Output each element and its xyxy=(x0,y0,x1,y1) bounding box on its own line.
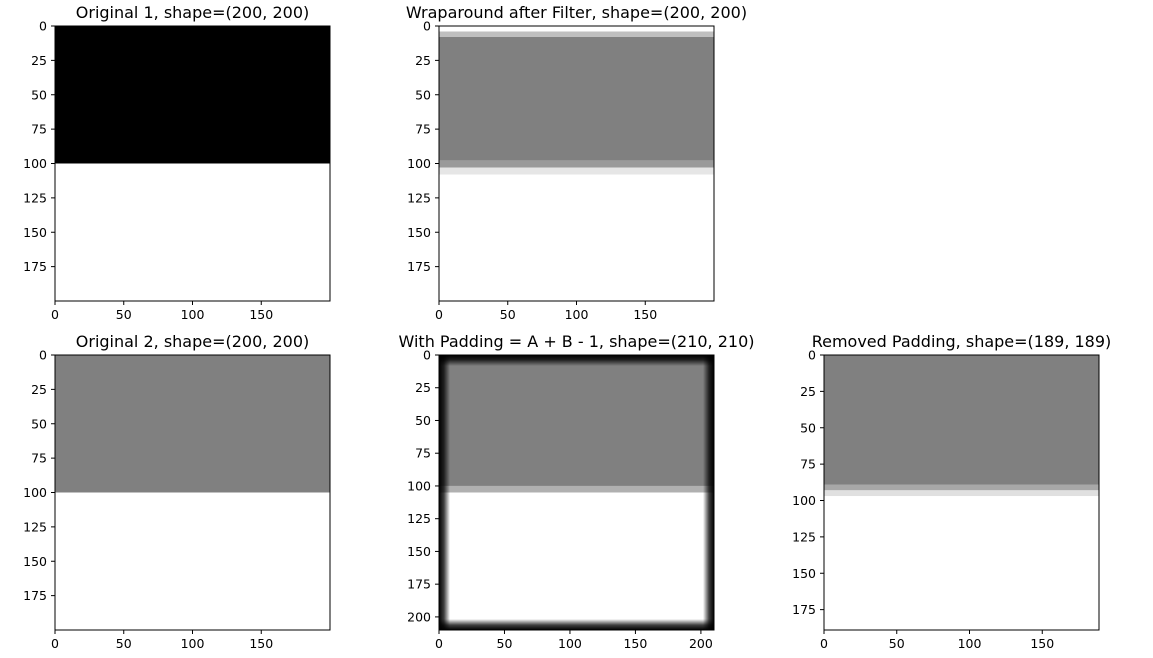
x-tick-label: 0 xyxy=(435,636,443,651)
x-tick-label: 0 xyxy=(435,307,443,322)
x-tick-label: 150 xyxy=(249,307,273,322)
chart-title: Original 1, shape=(200, 200) xyxy=(76,3,309,22)
image-band xyxy=(55,26,330,164)
y-tick-label: 50 xyxy=(31,87,47,102)
y-tick-label: 175 xyxy=(407,577,431,592)
x-tick-label: 150 xyxy=(633,307,657,322)
image-band xyxy=(439,160,714,168)
image-band xyxy=(439,485,714,493)
y-tick-label: 25 xyxy=(31,382,47,397)
y-tick-label: 150 xyxy=(23,554,47,569)
x-tick-label: 100 xyxy=(181,636,205,651)
axes-frame xyxy=(823,354,1100,631)
y-tick-label: 25 xyxy=(415,380,431,395)
y-tick-label: 75 xyxy=(415,446,431,461)
subplot-1: Original 1, shape=(200, 200) 0 50 100 150 0 25… xyxy=(23,3,331,322)
image-band xyxy=(439,31,714,37)
y-tick-label: 125 xyxy=(407,190,431,205)
y-tick-label: 100 xyxy=(407,478,431,493)
y-tick-label: 100 xyxy=(23,156,47,171)
y-tick-label: 0 xyxy=(39,348,47,363)
y-tick-label: 150 xyxy=(407,225,431,240)
subplot-3: Original 2, shape=(200, 200) 0 50 100 150 0 25… xyxy=(23,332,331,651)
y-tick-label: 150 xyxy=(407,544,431,559)
x-tick-label: 200 xyxy=(689,636,713,651)
x-tick-label: 0 xyxy=(820,636,828,651)
y-tick-label: 175 xyxy=(792,602,816,617)
x-tick-label: 0 xyxy=(51,636,59,651)
y-tick-label: 175 xyxy=(23,259,47,274)
x-tick-label: 50 xyxy=(116,307,132,322)
image-band xyxy=(439,26,714,32)
chart-title: Original 2, shape=(200, 200) xyxy=(76,332,309,351)
y-tick-label: 50 xyxy=(415,413,431,428)
y-tick-label: 200 xyxy=(407,609,431,624)
y-tick-label: 125 xyxy=(23,190,47,205)
image-band xyxy=(439,355,714,486)
y-tick-label: 25 xyxy=(31,53,47,68)
y-tick-label: 25 xyxy=(800,384,816,399)
y-tick-label: 150 xyxy=(792,566,816,581)
x-tick-label: 100 xyxy=(958,636,982,651)
image-band xyxy=(55,492,330,630)
image-band xyxy=(439,167,714,175)
image-band xyxy=(824,496,1099,630)
subplot-5: Removed Padding, shape=(189, 189)0 50 100 1… xyxy=(792,332,1111,651)
x-tick-label: 150 xyxy=(249,636,273,651)
y-tick-label: 50 xyxy=(800,420,816,435)
y-tick-label: 125 xyxy=(23,519,47,534)
y-tick-label: 50 xyxy=(415,87,431,102)
y-tick-label: 100 xyxy=(407,156,431,171)
y-tick-label: 175 xyxy=(23,588,47,603)
x-tick-label: 0 xyxy=(51,307,59,322)
subplot-2: Wraparound after Filter, shape=(200, 200… xyxy=(406,3,747,322)
image-band xyxy=(824,484,1099,491)
x-tick-label: 150 xyxy=(1030,636,1054,651)
y-tick-label: 75 xyxy=(31,451,47,466)
subplot-4: With Padding = A + B - 1, shape=(210, 21… xyxy=(399,332,755,651)
edge-left xyxy=(439,355,450,630)
image-band xyxy=(439,174,714,301)
axes-frame xyxy=(438,354,715,631)
y-tick-label: 100 xyxy=(792,493,816,508)
y-tick-label: 0 xyxy=(39,19,47,34)
edge-right xyxy=(703,355,714,630)
x-tick-label: 100 xyxy=(565,307,589,322)
image-band xyxy=(439,37,714,161)
y-tick-label: 0 xyxy=(423,348,431,363)
image-band xyxy=(824,490,1099,497)
image-band xyxy=(55,355,330,493)
image-band xyxy=(439,492,714,630)
y-tick-label: 125 xyxy=(792,529,816,544)
edge-top xyxy=(439,355,714,366)
y-tick-label: 75 xyxy=(415,122,431,137)
y-tick-label: 100 xyxy=(23,485,47,500)
y-tick-label: 25 xyxy=(415,53,431,68)
y-tick-label: 175 xyxy=(407,259,431,274)
y-tick-label: 50 xyxy=(31,416,47,431)
chart-title: Removed Padding, shape=(189, 189) xyxy=(812,332,1112,351)
x-tick-label: 100 xyxy=(181,307,205,322)
y-tick-label: 125 xyxy=(407,511,431,526)
y-tick-label: 75 xyxy=(800,457,816,472)
edge-bottom xyxy=(439,619,714,630)
y-tick-label: 0 xyxy=(808,348,816,363)
y-tick-label: 150 xyxy=(23,225,47,240)
x-tick-label: 100 xyxy=(558,636,582,651)
y-tick-label: 0 xyxy=(423,19,431,34)
image-band xyxy=(55,163,330,301)
chart-title: Wraparound after Filter, shape=(200, 200… xyxy=(406,3,747,22)
y-tick-label: 75 xyxy=(31,122,47,137)
x-tick-label: 50 xyxy=(497,636,513,651)
x-tick-label: 50 xyxy=(116,636,132,651)
x-tick-label: 150 xyxy=(623,636,647,651)
chart-title: With Padding = A + B - 1, shape=(210, 21… xyxy=(399,332,755,351)
image-band xyxy=(824,355,1099,485)
x-tick-label: 50 xyxy=(500,307,516,322)
x-tick-label: 50 xyxy=(889,636,905,651)
